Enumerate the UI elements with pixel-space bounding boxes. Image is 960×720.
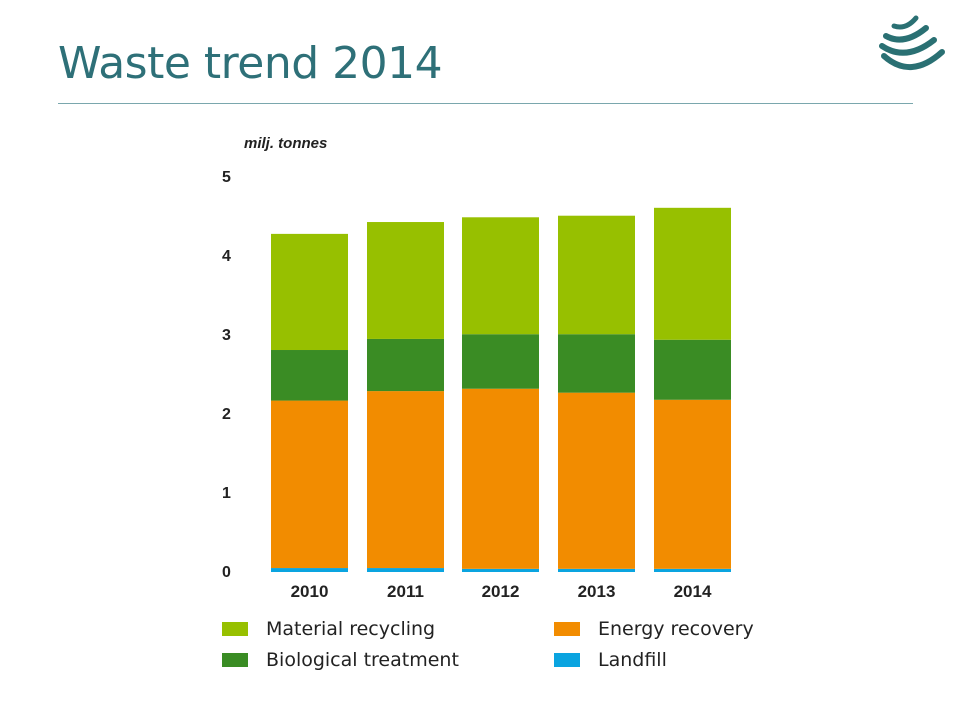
bar-segment-energy-recovery bbox=[558, 392, 635, 569]
y-tick-label: 5 bbox=[222, 169, 231, 186]
bar-segment-material-recycling bbox=[558, 215, 635, 335]
bar-segment-material-recycling bbox=[654, 207, 731, 340]
x-tick-label: 2010 bbox=[291, 582, 329, 601]
bar-segment-energy-recovery bbox=[367, 391, 444, 569]
bar-segment-biological-treatment bbox=[558, 334, 635, 393]
bar-segment-material-recycling bbox=[367, 222, 444, 339]
bar-segment-biological-treatment bbox=[271, 350, 348, 401]
bar-segment-biological-treatment bbox=[462, 334, 539, 389]
y-tick-label: 0 bbox=[222, 564, 231, 581]
x-axis-strip bbox=[265, 575, 737, 580]
y-tick-label: 3 bbox=[222, 327, 231, 344]
y-tick-label: 2 bbox=[222, 406, 231, 423]
y-axis-title: milj. tonnes bbox=[244, 135, 327, 152]
bar-segment-landfill bbox=[462, 568, 539, 572]
company-logo-icon bbox=[879, 15, 945, 71]
bar-segment-energy-recovery bbox=[271, 400, 348, 569]
page-title: Waste trend 2014 bbox=[58, 38, 443, 89]
y-tick-label: 4 bbox=[222, 248, 231, 265]
bar-segment-biological-treatment bbox=[654, 339, 731, 400]
x-tick-label: 2013 bbox=[578, 582, 616, 601]
bar-segment-energy-recovery bbox=[654, 399, 731, 569]
title-divider bbox=[58, 103, 913, 104]
x-tick-label: 2012 bbox=[482, 582, 520, 601]
bar-segment-energy-recovery bbox=[462, 388, 539, 569]
bar-segment-material-recycling bbox=[462, 217, 539, 335]
bar-segment-material-recycling bbox=[271, 233, 348, 351]
y-tick-label: 1 bbox=[222, 485, 231, 502]
x-tick-label: 2014 bbox=[674, 582, 712, 601]
bar-segment-landfill bbox=[558, 568, 635, 572]
bar-segment-landfill bbox=[271, 568, 348, 572]
x-tick-label: 2011 bbox=[387, 582, 424, 601]
bar-segment-landfill bbox=[654, 568, 731, 572]
bar-segment-biological-treatment bbox=[367, 338, 444, 392]
bar-segment-landfill bbox=[367, 568, 444, 572]
